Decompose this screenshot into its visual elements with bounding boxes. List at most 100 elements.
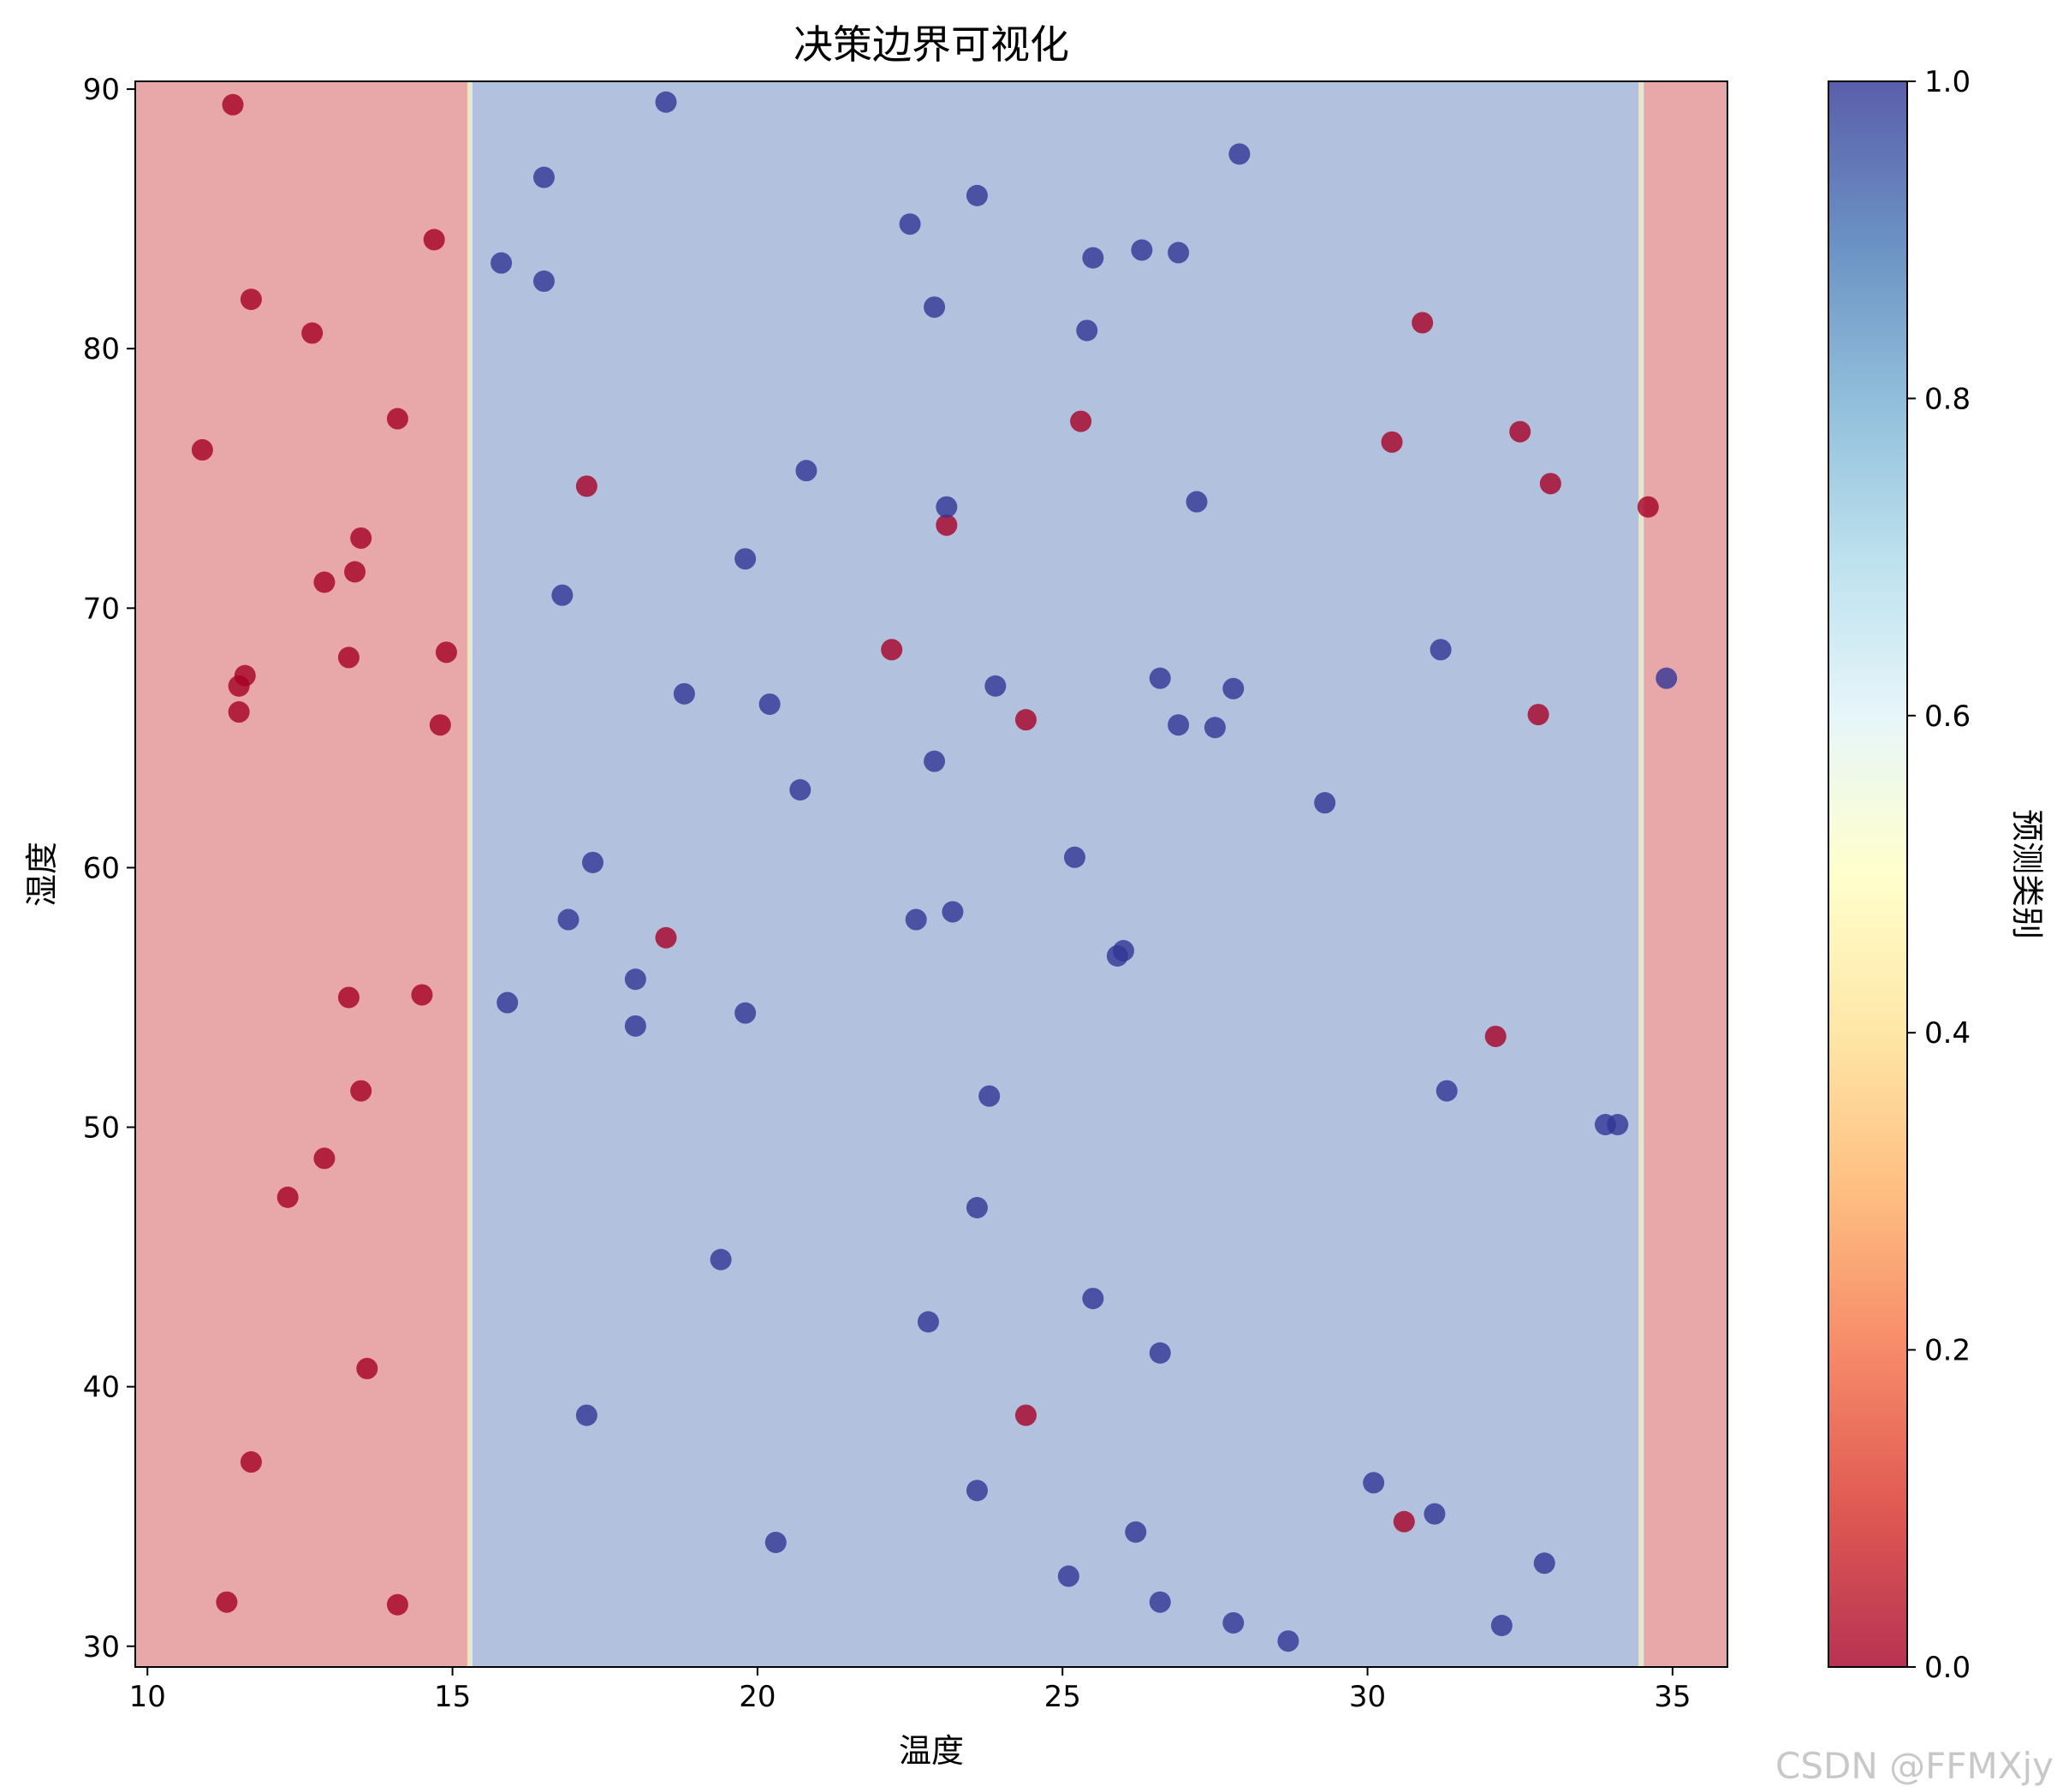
y-tick-label: 70 xyxy=(83,592,120,626)
data-point-class-1 xyxy=(624,1015,646,1037)
data-point-class-1 xyxy=(1149,1591,1171,1613)
data-point-class-1 xyxy=(1607,1114,1629,1136)
y-tick-label: 60 xyxy=(83,851,120,885)
data-point-class-0 xyxy=(313,1147,336,1170)
colorbar-label: 预测类别 xyxy=(2008,809,2046,939)
colorbar-tick-label: 1.0 xyxy=(1924,65,1971,99)
data-point-class-1 xyxy=(966,184,988,206)
data-point-class-1 xyxy=(624,968,646,991)
data-point-class-0 xyxy=(881,639,903,661)
data-point-class-1 xyxy=(936,496,958,518)
data-point-class-1 xyxy=(942,901,964,923)
data-point-class-1 xyxy=(789,778,812,801)
colorbar-tick-label: 0.6 xyxy=(1924,700,1971,734)
data-point-class-1 xyxy=(1490,1615,1513,1637)
data-point-class-1 xyxy=(1168,714,1190,736)
data-point-class-1 xyxy=(655,91,677,113)
boundary-band-1-a xyxy=(1638,81,1642,1667)
data-point-class-0 xyxy=(350,1080,372,1102)
data-point-class-1 xyxy=(966,1196,988,1218)
boundary-band-1-b xyxy=(1641,81,1644,1667)
data-point-class-1 xyxy=(1131,239,1153,261)
data-point-class-0 xyxy=(240,1451,262,1473)
data-point-class-1 xyxy=(758,693,781,715)
data-point-class-1 xyxy=(1204,717,1226,739)
data-point-class-0 xyxy=(575,475,597,497)
data-point-class-1 xyxy=(924,296,946,319)
data-point-class-1 xyxy=(917,1311,939,1333)
data-point-class-1 xyxy=(532,270,555,292)
data-point-class-1 xyxy=(575,1404,597,1426)
data-point-class-1 xyxy=(1424,1503,1446,1525)
data-point-class-1 xyxy=(1149,1342,1171,1364)
data-point-class-1 xyxy=(1656,667,1678,689)
colorbar-tick-label: 0.2 xyxy=(1924,1334,1971,1368)
watermark: CSDN @FFMXjy xyxy=(1775,1745,2054,1787)
colorbar-ticks: 0.0 0.2 0.4 0.6 0.8 1.0 xyxy=(1907,65,1971,1685)
data-point-class-1 xyxy=(496,991,519,1014)
data-point-class-1 xyxy=(978,1085,1001,1107)
data-point-class-1 xyxy=(734,548,757,570)
data-point-class-0 xyxy=(350,527,372,549)
y-axis-label: 湿度 xyxy=(23,842,61,907)
data-point-class-1 xyxy=(1436,1080,1458,1102)
data-point-class-1 xyxy=(1076,319,1098,342)
colorbar-tick-label: 0.8 xyxy=(1924,382,1971,416)
data-point-class-0 xyxy=(1381,431,1403,453)
x-axis-ticks: 10 15 20 25 30 35 xyxy=(129,1667,1691,1714)
x-tick-label: 15 xyxy=(434,1680,471,1714)
y-tick-label: 30 xyxy=(83,1630,120,1664)
data-point-class-0 xyxy=(216,1591,238,1613)
data-point-class-1 xyxy=(1112,939,1134,961)
data-point-class-1 xyxy=(905,908,927,931)
data-point-class-1 xyxy=(1533,1552,1555,1575)
data-point-class-0 xyxy=(1070,410,1092,432)
data-point-class-1 xyxy=(490,252,513,274)
decision-regions xyxy=(135,81,1727,1667)
data-point-class-0 xyxy=(1484,1025,1507,1047)
plot-frame xyxy=(134,80,1728,1668)
x-tick-label: 30 xyxy=(1349,1680,1386,1714)
data-point-class-1 xyxy=(551,584,574,606)
data-point-class-0 xyxy=(337,646,360,669)
y-tick-label: 80 xyxy=(83,332,120,366)
data-point-class-1 xyxy=(557,908,580,931)
y-axis-ticks: 30 40 50 60 70 80 90 xyxy=(83,73,135,1664)
data-point-class-0 xyxy=(301,322,324,344)
data-point-class-0 xyxy=(386,1593,408,1616)
data-point-class-0 xyxy=(429,714,451,736)
data-point-class-0 xyxy=(1014,1404,1037,1426)
data-point-class-1 xyxy=(1228,143,1251,165)
x-axis-label: 温度 xyxy=(899,1732,964,1770)
data-point-class-0 xyxy=(240,289,262,311)
x-tick-label: 25 xyxy=(1044,1680,1081,1714)
decision-region-0 xyxy=(135,81,471,1667)
data-point-class-0 xyxy=(1539,473,1561,495)
y-tick-label: 40 xyxy=(83,1371,120,1405)
x-tick-label: 20 xyxy=(739,1680,776,1714)
data-point-class-1 xyxy=(673,682,695,705)
data-point-class-1 xyxy=(710,1248,732,1271)
data-point-class-1 xyxy=(1186,491,1208,513)
data-point-class-0 xyxy=(344,561,366,583)
data-point-class-0 xyxy=(655,926,677,949)
data-point-class-0 xyxy=(356,1357,378,1379)
data-point-class-1 xyxy=(532,166,555,188)
data-point-class-1 xyxy=(1063,846,1085,868)
data-point-class-1 xyxy=(1082,247,1104,269)
colorbar xyxy=(1828,80,1908,1668)
data-point-class-0 xyxy=(386,408,408,430)
y-tick-label: 90 xyxy=(83,73,120,107)
data-points xyxy=(191,91,1678,1652)
data-point-class-0 xyxy=(313,571,336,593)
data-point-class-1 xyxy=(1149,667,1171,689)
data-point-class-0 xyxy=(1637,496,1659,518)
colorbar-tick-label: 0.0 xyxy=(1924,1651,1971,1685)
data-point-class-1 xyxy=(899,213,921,235)
data-point-class-0 xyxy=(222,93,244,116)
data-point-class-0 xyxy=(276,1186,299,1208)
data-point-class-1 xyxy=(1222,1611,1245,1634)
data-point-class-1 xyxy=(966,1479,988,1502)
chart-title: 决策边界可视化 xyxy=(794,21,1069,68)
colorbar-tick-label: 0.4 xyxy=(1924,1016,1971,1051)
